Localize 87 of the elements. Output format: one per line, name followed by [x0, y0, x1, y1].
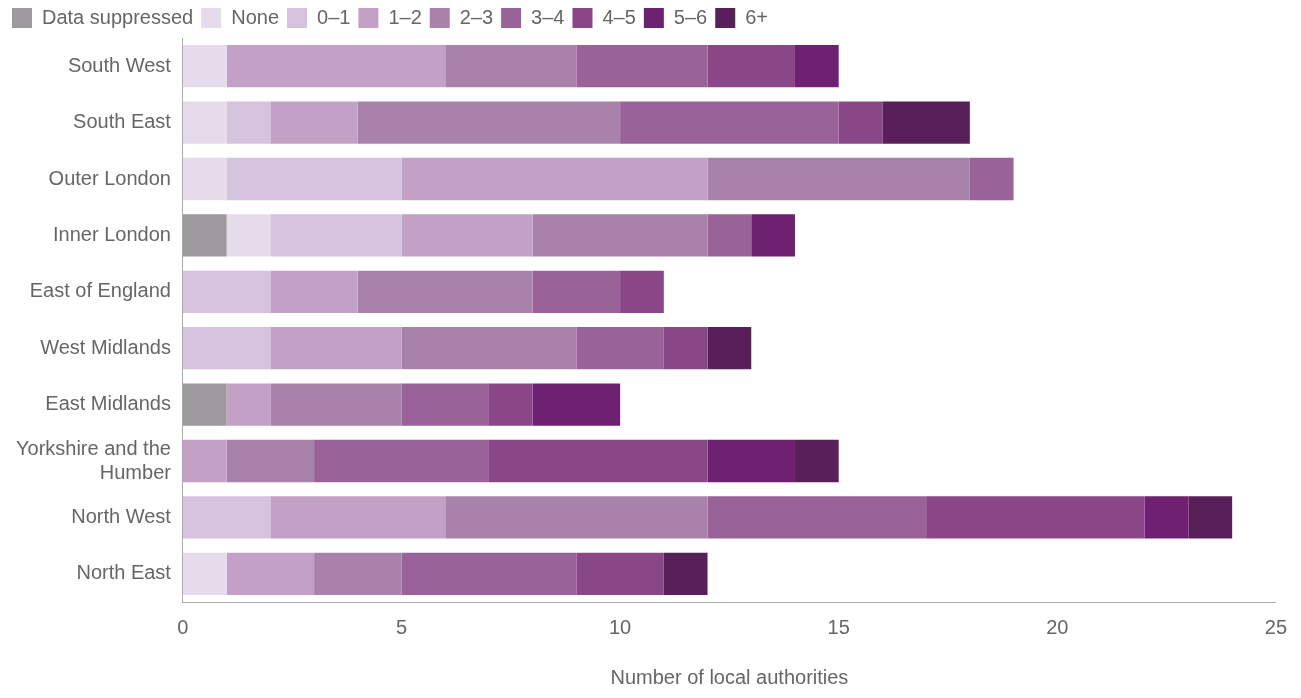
bar: [488, 439, 708, 483]
bar: [445, 45, 577, 88]
y-tick-label: West Midlands: [40, 335, 171, 358]
bar: [751, 214, 795, 257]
bar: [707, 157, 970, 201]
bar: [532, 270, 621, 313]
bar: [182, 101, 227, 144]
bar: [226, 214, 271, 257]
bar: [226, 157, 402, 201]
y-tick-label: Outer London: [48, 166, 171, 189]
y-tick-label: East Midlands: [45, 392, 171, 415]
legend-label: 2–3: [459, 5, 494, 28]
bar: [182, 327, 271, 370]
bar: [182, 552, 227, 595]
x-tick-label: 5: [395, 615, 408, 638]
legend-label: 5–6: [673, 5, 708, 28]
bar: [1188, 496, 1233, 539]
bar: [314, 439, 489, 483]
x-tick-label: 25: [1264, 615, 1287, 638]
bar: [707, 496, 927, 539]
bar: [620, 101, 839, 144]
bar: [182, 214, 227, 257]
bar: [969, 157, 1014, 201]
bar: [226, 383, 271, 426]
x-axis-title: Number of local authorities: [610, 665, 849, 688]
bar: [182, 270, 271, 313]
legend-label: 4–5: [602, 5, 636, 28]
legend-label: Data suppressed: [42, 5, 194, 28]
x-tick-label: 15: [827, 615, 850, 638]
y-tick-label: East of England: [29, 279, 171, 302]
bar: [270, 327, 402, 370]
bar: [226, 101, 271, 144]
bar: [401, 214, 533, 257]
bar: [576, 552, 664, 595]
y-tick-label: North East: [76, 561, 172, 584]
bar: [1144, 496, 1189, 539]
bar: [532, 383, 621, 426]
bar: [445, 496, 708, 539]
bar: [314, 552, 402, 595]
bar: [707, 45, 795, 88]
bar: [576, 45, 708, 88]
x-tick-label: 10: [608, 615, 632, 638]
bar: [794, 45, 839, 88]
legend-label: 1–2: [388, 5, 422, 28]
x-tick-label: 0: [177, 615, 189, 638]
y-tick-label: South East: [73, 110, 172, 133]
bar: [270, 101, 358, 144]
bar: [401, 552, 577, 595]
bar: [532, 214, 708, 257]
bar: [663, 552, 708, 595]
bar: [182, 157, 227, 201]
bar: [663, 327, 708, 370]
bar: [226, 552, 315, 595]
legend-label: 0–1: [317, 5, 351, 28]
bar: [357, 101, 621, 144]
x-tick-label: 20: [1046, 615, 1069, 638]
bar: [794, 439, 839, 483]
bar: [182, 439, 227, 483]
bar: [270, 270, 358, 313]
bar: [620, 270, 664, 313]
bar: [182, 383, 227, 426]
bar: [882, 101, 970, 144]
bar: [707, 439, 795, 483]
bar: [838, 101, 883, 144]
bar: [357, 270, 533, 313]
bar: [226, 439, 315, 483]
bar: [707, 327, 752, 370]
bar: [182, 45, 227, 88]
bar: [182, 496, 271, 539]
bar: [926, 496, 1145, 539]
legend-label: None: [231, 5, 280, 28]
legend-label: 6+: [745, 5, 769, 28]
y-tick-label: South West: [67, 53, 172, 76]
bar: [401, 157, 708, 201]
bar: [401, 383, 489, 426]
y-tick-label: Inner London: [53, 222, 171, 245]
y-tick-label: Yorkshire and the Humber: [16, 436, 172, 483]
y-tick-label: North West: [71, 504, 172, 527]
bar: [576, 327, 664, 370]
bar: [488, 383, 533, 426]
bar: [707, 214, 752, 257]
legend-label: 3–4: [531, 5, 565, 28]
bar: [226, 45, 446, 88]
bar: [401, 327, 577, 370]
bar: [270, 214, 402, 257]
bar: [270, 496, 446, 539]
bar: [270, 383, 402, 426]
